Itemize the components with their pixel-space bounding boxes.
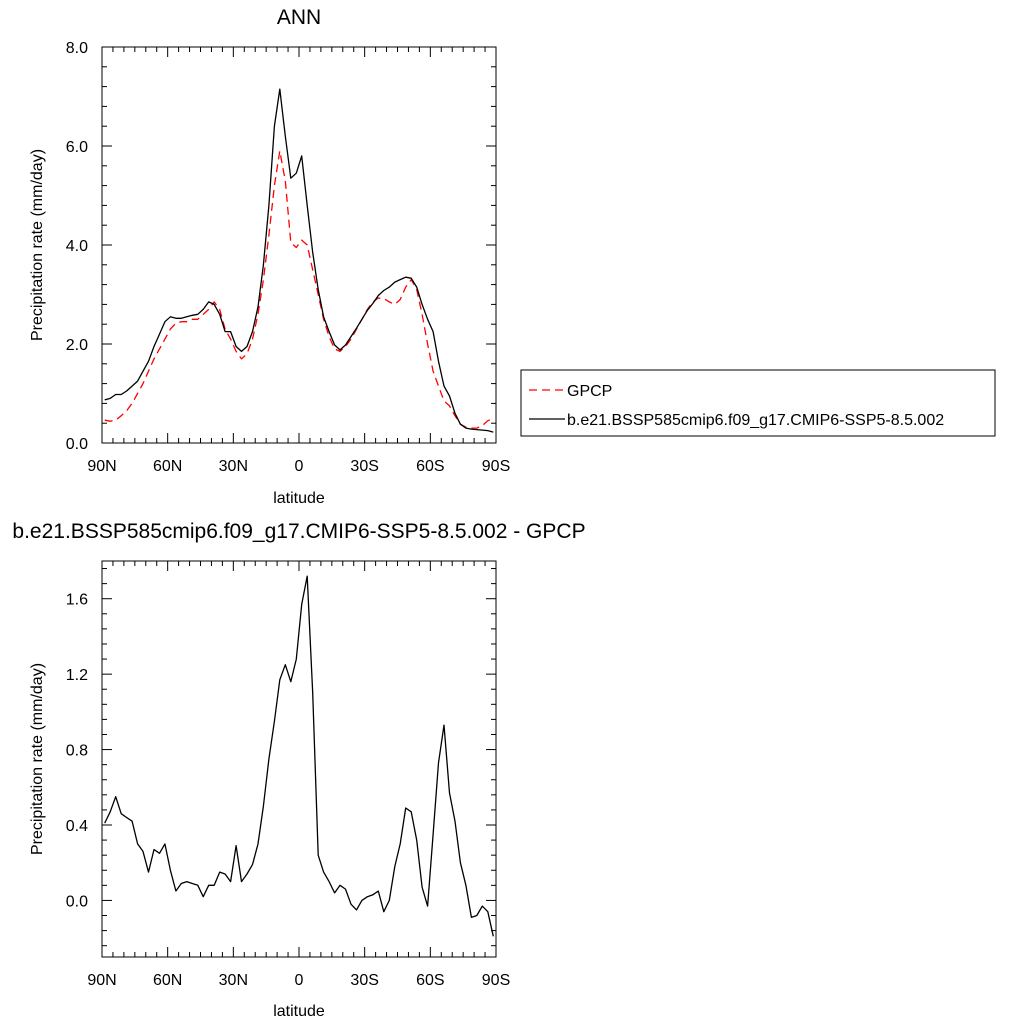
x-tick-label: 30N: [219, 458, 248, 475]
y-tick-label: 0.4: [66, 818, 88, 835]
plot-frame: [101, 46, 497, 444]
x-axis-label: latitude: [273, 490, 325, 507]
x-tick-label: 0: [295, 458, 304, 475]
y-tick-label: 0.0: [66, 893, 88, 910]
x-tick-label: 90S: [482, 972, 510, 989]
legend: GPCP b.e21.BSSP585cmip6.f09_g17.CMIP6-SSP…: [520, 369, 996, 437]
y-tick-label: 1.2: [66, 667, 88, 684]
x-tick-label: 30N: [219, 972, 248, 989]
y-tick-label: 4.0: [66, 238, 88, 255]
y-tick-label: 0.0: [66, 436, 88, 453]
y-tick-label: 2.0: [66, 337, 88, 354]
x-axis-label: latitude: [273, 1003, 325, 1020]
x-tick-label: 90N: [87, 972, 116, 989]
x-tick-label: 60S: [416, 458, 444, 475]
x-tick-label: 60N: [153, 972, 182, 989]
mean-precipitation-chart: ANN 90N 60N 30N 0 30S 60S 90S 0.0 2.0 4.0 6.0 8.0 lat…: [29, 6, 996, 507]
series-line-gpcp: [104, 150, 494, 429]
legend-box: [520, 369, 996, 437]
legend-label: GPCP: [567, 383, 612, 400]
y-tick-label: 1.6: [66, 592, 88, 609]
y-axis-label: Precipitation rate (mm/day): [29, 663, 46, 855]
x-tick-label: 60N: [153, 458, 182, 475]
y-axis-label: Precipitation rate (mm/day): [29, 149, 46, 341]
y-tick-label: 0.8: [66, 743, 88, 760]
difference-chart: b.e21.BSSP585cmip6.f09_g17.CMIP6-SSP5-8.…: [12, 520, 585, 1020]
x-tick-label: 30S: [350, 972, 378, 989]
chart-title: b.e21.BSSP585cmip6.f09_g17.CMIP6-SSP5-8.…: [12, 520, 585, 543]
x-tick-label: 60S: [416, 972, 444, 989]
x-tick-label: 90S: [482, 458, 510, 475]
series-line-b-e21-bssp585cmip6-f09-g17-cmip6-ssp5-8-5-002: [104, 88, 494, 433]
series-line-difference: [104, 575, 494, 937]
x-tick-label: 90N: [87, 458, 116, 475]
x-tick-label: 0: [295, 972, 304, 989]
x-tick-label: 30S: [350, 458, 378, 475]
y-tick-label: 6.0: [66, 139, 88, 156]
y-tick-label: 8.0: [66, 40, 88, 57]
plot-frame: [101, 560, 497, 958]
legend-label: b.e21.BSSP585cmip6.f09_g17.CMIP6-SSP5-8.…: [567, 412, 944, 429]
chart-title: ANN: [277, 6, 321, 29]
